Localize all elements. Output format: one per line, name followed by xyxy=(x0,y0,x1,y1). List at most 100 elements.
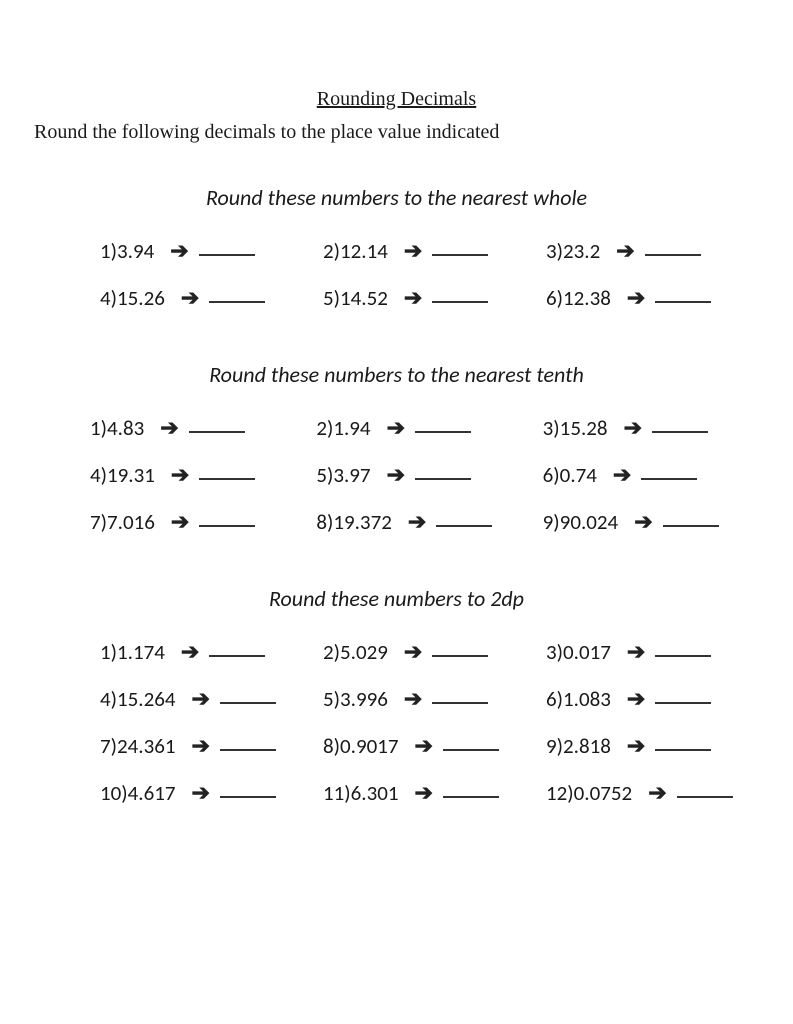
problem-number: 7) xyxy=(90,509,107,535)
section-nearest-whole: Round these numbers to the nearest whole… xyxy=(30,184,763,311)
problem-item: 5) 3.996 ➔ xyxy=(323,685,540,712)
problem-value: 23.2 xyxy=(563,238,600,264)
answer-blank[interactable] xyxy=(199,513,255,527)
problem-number: 2) xyxy=(316,415,333,441)
answer-blank[interactable] xyxy=(415,466,471,480)
problem-number: 11) xyxy=(323,780,351,806)
arrow-icon: ➔ xyxy=(181,638,199,665)
problem-item: 4) 15.26 ➔ xyxy=(100,284,317,311)
answer-blank[interactable] xyxy=(209,289,265,303)
arrow-icon: ➔ xyxy=(613,461,631,488)
answer-blank[interactable] xyxy=(220,784,276,798)
problem-value: 0.9017 xyxy=(340,733,399,759)
problem-number: 2) xyxy=(323,639,340,665)
answer-blank[interactable] xyxy=(415,419,471,433)
problem-rows: 1) 1.174 ➔ 2) 5.029 ➔ 3) 0.017 ➔ xyxy=(30,638,763,806)
answer-blank[interactable] xyxy=(432,242,488,256)
answer-blank[interactable] xyxy=(645,242,701,256)
answer-blank[interactable] xyxy=(432,289,488,303)
arrow-icon: ➔ xyxy=(170,237,188,264)
problem-number: 9) xyxy=(543,509,560,535)
answer-blank[interactable] xyxy=(655,690,711,704)
problem-value: 6.301 xyxy=(351,780,399,806)
problem-number: 1) xyxy=(90,415,107,441)
problem-row: 4) 15.26 ➔ 5) 14.52 ➔ 6) 12.38 ➔ xyxy=(30,284,763,311)
problem-row: 1) 3.94 ➔ 2) 12.14 ➔ 3) 23.2 ➔ xyxy=(30,237,763,264)
problem-value: 14.52 xyxy=(340,285,388,311)
problem-item: 8) 19.372 ➔ xyxy=(316,508,536,535)
problem-number: 4) xyxy=(100,686,117,712)
section-nearest-tenth: Round these numbers to the nearest tenth… xyxy=(30,361,763,535)
problem-value: 19.31 xyxy=(107,462,155,488)
arrow-icon: ➔ xyxy=(627,284,645,311)
answer-blank[interactable] xyxy=(199,466,255,480)
answer-blank[interactable] xyxy=(655,737,711,751)
problem-value: 0.74 xyxy=(560,462,597,488)
problem-row: 7) 24.361 ➔ 8) 0.9017 ➔ 9) 2.818 ➔ xyxy=(30,732,763,759)
answer-blank[interactable] xyxy=(641,466,697,480)
arrow-icon: ➔ xyxy=(404,237,422,264)
answer-blank[interactable] xyxy=(209,643,265,657)
problem-number: 3) xyxy=(546,238,563,264)
problem-item: 4) 19.31 ➔ xyxy=(90,461,310,488)
answer-blank[interactable] xyxy=(199,242,255,256)
problem-item: 6) 0.74 ➔ xyxy=(543,461,763,488)
problem-value: 2.818 xyxy=(563,733,611,759)
problem-item: 12) 0.0752 ➔ xyxy=(546,779,763,806)
problem-item: 3) 15.28 ➔ xyxy=(543,414,763,441)
problem-number: 4) xyxy=(100,285,117,311)
problem-number: 8) xyxy=(316,509,333,535)
problem-item: 2) 5.029 ➔ xyxy=(323,638,540,665)
problem-value: 24.361 xyxy=(117,733,176,759)
problem-item: 2) 1.94 ➔ xyxy=(316,414,536,441)
problem-number: 10) xyxy=(100,780,128,806)
problem-row: 10) 4.617 ➔ 11) 6.301 ➔ 12) 0.0752 ➔ xyxy=(30,779,763,806)
arrow-icon: ➔ xyxy=(181,284,199,311)
problem-value: 4.617 xyxy=(128,780,176,806)
problem-number: 6) xyxy=(546,686,563,712)
arrow-icon: ➔ xyxy=(627,732,645,759)
problem-number: 5) xyxy=(316,462,333,488)
problem-value: 12.14 xyxy=(340,238,388,264)
problem-value: 3.996 xyxy=(340,686,388,712)
problem-value: 0.0752 xyxy=(574,780,633,806)
answer-blank[interactable] xyxy=(655,643,711,657)
problem-value: 12.38 xyxy=(563,285,611,311)
arrow-icon: ➔ xyxy=(171,508,189,535)
problem-value: 7.016 xyxy=(107,509,155,535)
answer-blank[interactable] xyxy=(677,784,733,798)
answer-blank[interactable] xyxy=(652,419,708,433)
instructions-text: Round the following decimals to the plac… xyxy=(34,121,763,144)
problem-row: 1) 1.174 ➔ 2) 5.029 ➔ 3) 0.017 ➔ xyxy=(30,638,763,665)
arrow-icon: ➔ xyxy=(627,638,645,665)
problem-item: 9) 2.818 ➔ xyxy=(546,732,763,759)
answer-blank[interactable] xyxy=(220,737,276,751)
answer-blank[interactable] xyxy=(220,690,276,704)
problem-value: 3.97 xyxy=(333,462,370,488)
problem-value: 1.174 xyxy=(117,639,165,665)
answer-blank[interactable] xyxy=(655,289,711,303)
arrow-icon: ➔ xyxy=(192,685,210,712)
answer-blank[interactable] xyxy=(663,513,719,527)
problem-value: 5.029 xyxy=(340,639,388,665)
answer-blank[interactable] xyxy=(436,513,492,527)
problem-item: 1) 4.83 ➔ xyxy=(90,414,310,441)
answer-blank[interactable] xyxy=(432,643,488,657)
problem-item: 1) 1.174 ➔ xyxy=(100,638,317,665)
arrow-icon: ➔ xyxy=(415,779,433,806)
section-title: Round these numbers to the nearest whole xyxy=(30,184,763,211)
worksheet-page: Rounding Decimals Round the following de… xyxy=(0,0,793,896)
problem-item: 5) 14.52 ➔ xyxy=(323,284,540,311)
answer-blank[interactable] xyxy=(189,419,245,433)
problem-item: 10) 4.617 ➔ xyxy=(100,779,317,806)
problem-item: 7) 7.016 ➔ xyxy=(90,508,310,535)
problem-item: 2) 12.14 ➔ xyxy=(323,237,540,264)
problem-number: 12) xyxy=(546,780,574,806)
arrow-icon: ➔ xyxy=(627,685,645,712)
answer-blank[interactable] xyxy=(432,690,488,704)
arrow-icon: ➔ xyxy=(387,414,405,441)
answer-blank[interactable] xyxy=(443,737,499,751)
arrow-icon: ➔ xyxy=(192,732,210,759)
section-2dp: Round these numbers to 2dp 1) 1.174 ➔ 2)… xyxy=(30,585,763,806)
answer-blank[interactable] xyxy=(443,784,499,798)
